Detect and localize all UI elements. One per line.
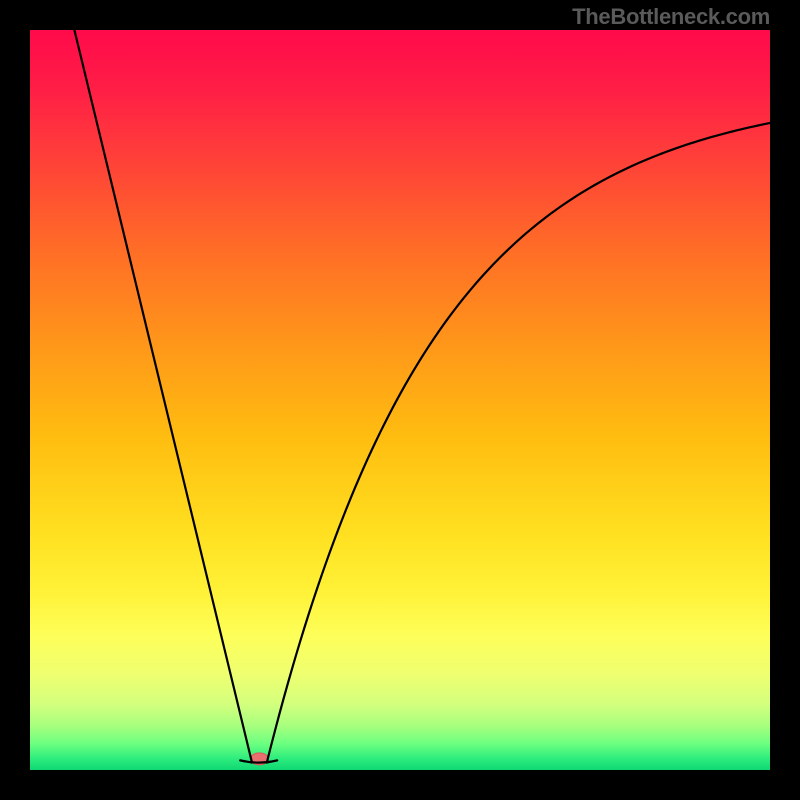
bottleneck-curve — [74, 30, 770, 763]
curve-layer — [30, 30, 770, 770]
chart-container: TheBottleneck.com — [0, 0, 800, 800]
watermark-text: TheBottleneck.com — [572, 4, 770, 30]
